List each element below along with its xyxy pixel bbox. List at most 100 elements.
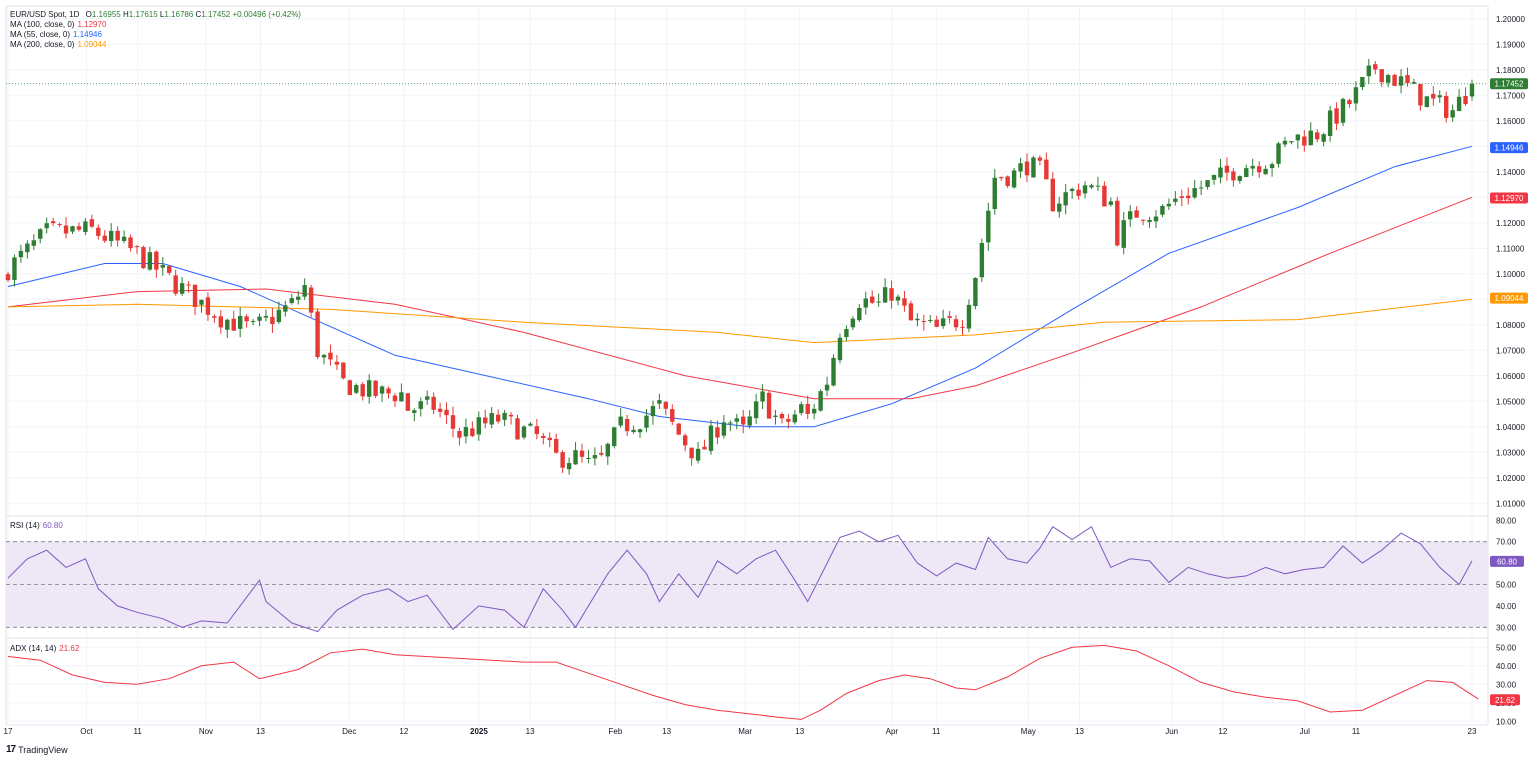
candle-body	[728, 422, 733, 424]
time-axis-label: 2025	[470, 727, 488, 736]
candle-body	[792, 414, 798, 423]
candle-body	[1224, 165, 1230, 173]
candle-body	[1379, 69, 1384, 83]
candle-body	[354, 385, 359, 393]
candle-body	[966, 304, 972, 329]
time-axis-label: May	[1021, 727, 1036, 736]
candle-body	[263, 315, 269, 318]
low-label: L	[159, 10, 165, 19]
candle-body	[244, 316, 249, 322]
candle-body	[379, 386, 385, 394]
candle-body	[1327, 110, 1333, 136]
candle-body	[528, 423, 533, 426]
candle-body	[1431, 93, 1436, 99]
candle-body	[31, 240, 36, 246]
rsi-axis-label: 80.00	[1496, 516, 1517, 525]
candle-body	[973, 277, 978, 307]
price-axis-label: 1.01000	[1496, 499, 1525, 508]
tradingview-logo-icon: 17	[6, 744, 16, 755]
candle-body	[753, 401, 759, 419]
close-label: C	[195, 10, 202, 19]
candle-body	[296, 296, 301, 300]
candle-body	[650, 406, 656, 417]
price-axis-label: 1.04000	[1496, 423, 1525, 432]
adx-axis-label: 30.00	[1496, 680, 1517, 689]
adx-axis-label: 10.00	[1496, 717, 1517, 726]
candle-body	[624, 419, 630, 432]
candle-body	[1366, 65, 1372, 77]
ma100-label: MA (100, close, 0)	[10, 20, 75, 29]
time-axis-label: 13	[795, 727, 804, 736]
candle-body	[579, 450, 585, 457]
time-axis-label: Mar	[738, 727, 752, 736]
candle-body	[76, 226, 82, 230]
candle-body	[741, 416, 746, 425]
candle-body	[1269, 164, 1275, 169]
candle-body	[895, 296, 901, 301]
candle-body	[154, 251, 159, 270]
candle-body	[1424, 96, 1430, 108]
candle-body	[1121, 220, 1126, 248]
candle-body	[515, 418, 520, 440]
candle-body	[366, 380, 372, 397]
time-axis-label: Nov	[199, 727, 213, 736]
candle-body	[1127, 211, 1133, 220]
candle-body	[1263, 168, 1268, 175]
candle-body	[70, 226, 75, 232]
time-axis-label: 17	[4, 727, 13, 736]
candle-body	[160, 264, 165, 268]
price-axis-label: 1.03000	[1496, 448, 1525, 457]
candle-body	[818, 391, 823, 411]
price-axis-label: 1.19000	[1496, 40, 1525, 49]
price-axis-label: 1.08000	[1496, 321, 1525, 330]
candle-body	[1437, 95, 1442, 98]
candle-body	[1076, 189, 1081, 196]
candle-body	[1392, 74, 1397, 86]
ma200-legend: MA (200, close, 0) 1.09044	[10, 40, 106, 50]
candle-body	[560, 452, 565, 468]
candle-body	[1282, 140, 1288, 145]
candle-body	[618, 416, 623, 426]
candle-body	[786, 418, 791, 422]
candle-body	[199, 299, 204, 305]
candle-body	[1289, 141, 1294, 143]
ma55-line	[7, 145, 1473, 428]
time-axis-label: 11	[134, 727, 143, 736]
candle-body	[1005, 176, 1010, 186]
candle-body	[463, 427, 469, 437]
candle-body	[147, 252, 153, 270]
ma200-price-marker-label: 1.09044	[1495, 294, 1524, 303]
ma100-line	[7, 196, 1473, 400]
candle-body	[321, 354, 327, 358]
candle-body	[1444, 95, 1449, 118]
last-price-marker-label: 1.17452	[1495, 80, 1524, 89]
candle-body	[637, 429, 643, 433]
price-axis-label: 1.06000	[1496, 372, 1525, 381]
price-axis-label: 1.02000	[1496, 474, 1525, 483]
candle-body	[1315, 132, 1320, 140]
candle-body	[1411, 82, 1417, 84]
rsi-line	[7, 525, 1473, 633]
candle-body	[128, 237, 133, 249]
candle-body	[1256, 166, 1262, 173]
candle-body	[334, 361, 340, 365]
candle-body	[1173, 198, 1178, 202]
candle-body	[605, 443, 610, 457]
candle-body	[592, 455, 598, 459]
candle-body	[1418, 84, 1423, 106]
candle-body	[392, 395, 398, 402]
candle-body	[915, 318, 920, 321]
ma55-legend: MA (55, close, 0) 1.14946	[10, 30, 102, 40]
change-value: +0.00496 (+0.42%)	[232, 10, 301, 19]
tradingview-brand[interactable]: 17 TradingView	[6, 744, 68, 755]
candle-body	[502, 412, 507, 420]
candle-body	[212, 316, 217, 318]
candle-body	[876, 301, 881, 303]
candle-body	[276, 309, 282, 323]
candle-body	[450, 415, 456, 429]
candle-body	[44, 223, 49, 229]
price-axis-label: 1.12000	[1496, 219, 1525, 228]
candle-body	[1347, 100, 1352, 105]
candle-body	[373, 380, 378, 396]
